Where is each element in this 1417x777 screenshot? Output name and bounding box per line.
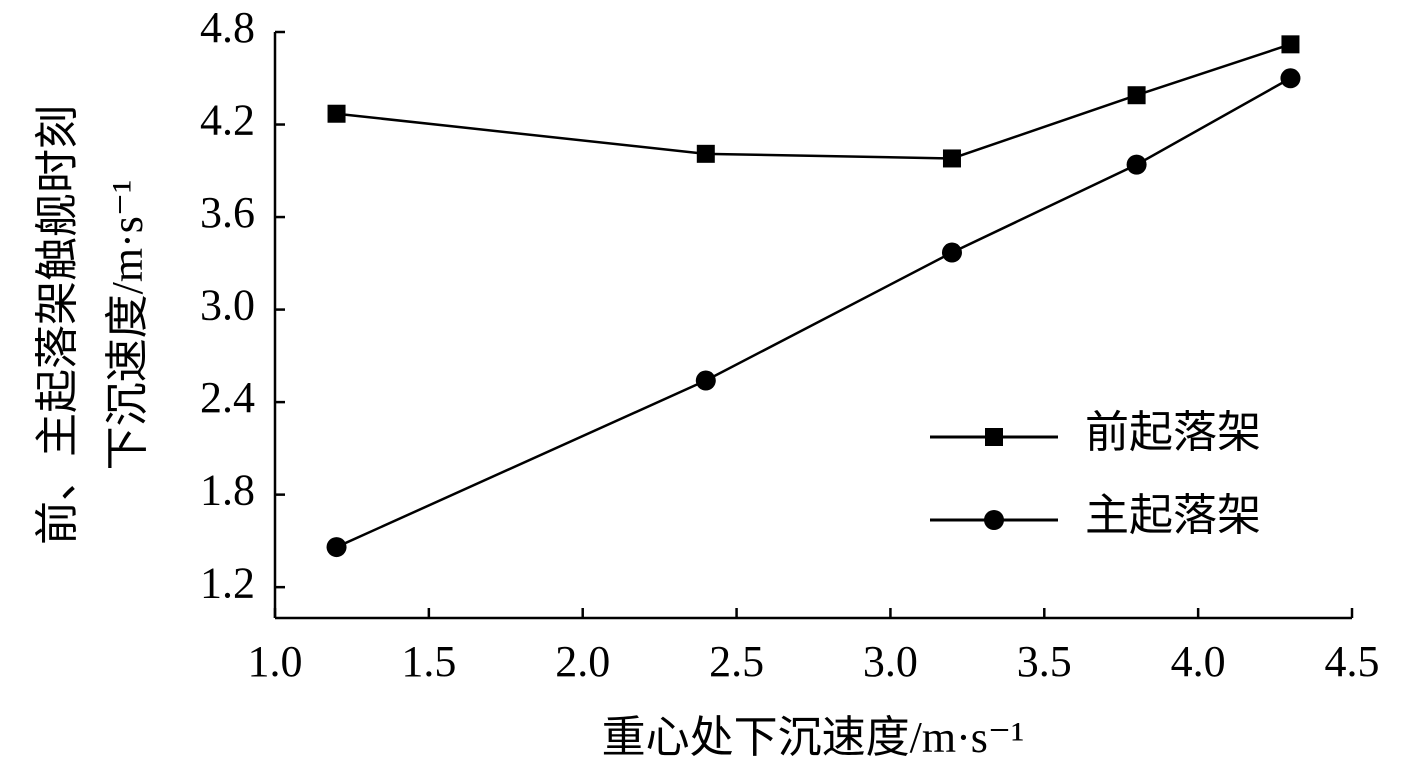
legend-label: 前起落架 [1085,408,1261,457]
y-tick-label: 4.8 [200,3,255,52]
x-tick-label: 3.5 [1017,637,1072,686]
y-tick-label: 2.4 [200,373,255,422]
x-tick-label: 4.5 [1325,637,1380,686]
marker [941,242,962,263]
x-tick-label: 1.0 [248,637,303,686]
marker [1127,86,1146,105]
x-tick-label: 1.5 [401,637,456,686]
marker [942,149,961,168]
x-tick-label: 2.5 [709,637,764,686]
y-tick-label: 1.8 [200,466,255,515]
x-tick-label: 3.0 [863,637,918,686]
marker [1126,154,1147,175]
y-tick-label: 4.2 [200,96,255,145]
marker [327,104,346,123]
legend-marker [984,510,1004,530]
marker [1280,68,1301,89]
x-tick-label: 2.0 [555,637,610,686]
marker [696,144,715,163]
marker [326,537,347,558]
y-tick-label: 1.2 [200,558,255,607]
marker [695,370,716,391]
series-line [336,77,1292,549]
y-tick-label: 3.0 [200,281,255,330]
x-tick-label: 4.0 [1171,637,1226,686]
y-axis-label: 前、主起落架触舰时刻 [33,105,82,545]
legend-marker [985,428,1003,446]
y-axis-label: 下沉速度/m·s⁻¹ [103,180,152,471]
series-line [336,43,1291,160]
x-axis-label: 重心处下沉速度/m·s⁻¹ [602,713,1025,762]
y-tick-label: 3.6 [200,188,255,237]
legend-label: 主起落架 [1085,491,1261,540]
marker [1281,35,1300,54]
